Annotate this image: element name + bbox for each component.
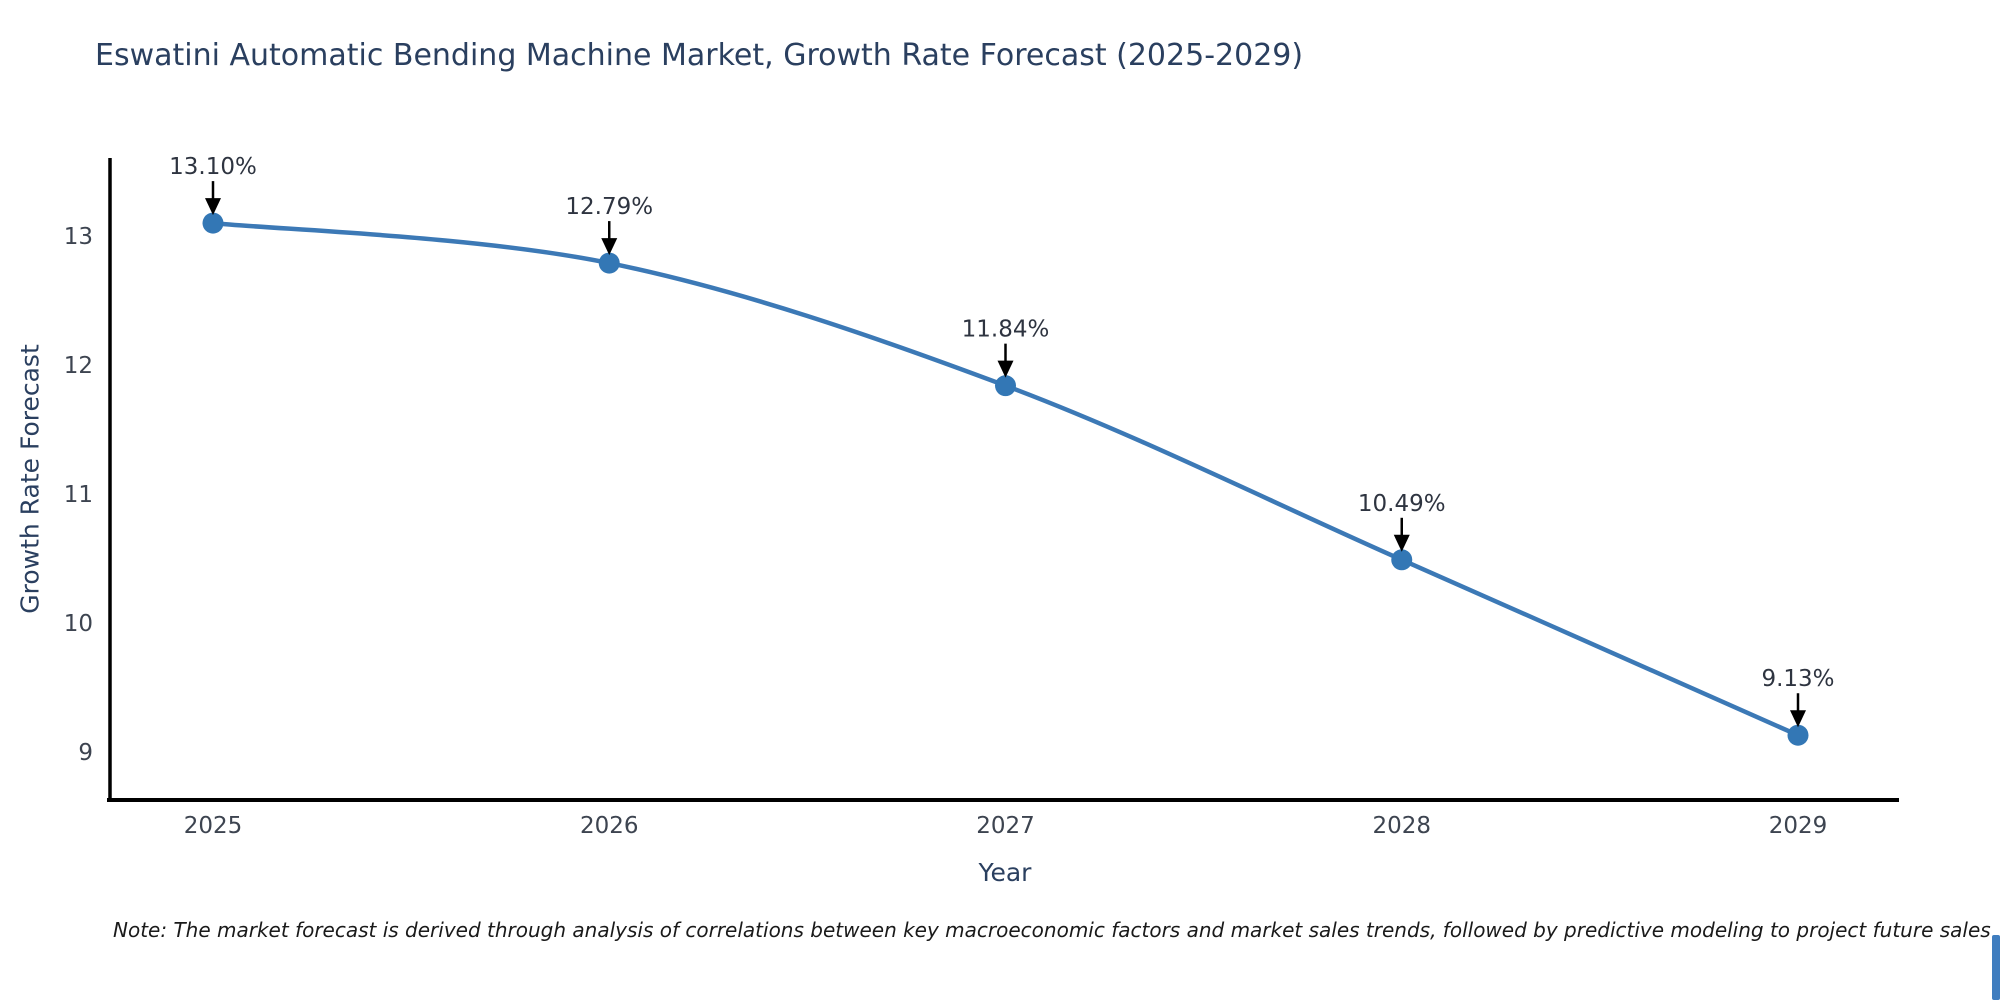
y-tick-label: 10 [64, 611, 93, 637]
y-tick-label: 9 [78, 740, 93, 766]
annotation-arrow-head [205, 198, 221, 216]
annotation-label: 12.79% [565, 194, 653, 220]
data-point-marker[interactable] [1391, 549, 1413, 571]
y-tick-label: 11 [64, 482, 93, 508]
data-point-marker[interactable] [598, 252, 620, 274]
annotation-arrow-head [1393, 534, 1410, 552]
data-point-marker[interactable] [202, 212, 224, 234]
annotation-label: 9.13% [1761, 666, 1834, 692]
x-tick-label: 2028 [1372, 813, 1431, 839]
x-axis-title: Year [978, 858, 1032, 887]
annotation-arrow-head [601, 238, 618, 256]
x-tick-label: 2029 [1769, 813, 1828, 839]
data-point-marker[interactable] [995, 375, 1016, 397]
annotation-arrow-head [1790, 710, 1806, 728]
chart-title: Eswatini Automatic Bending Machine Marke… [95, 38, 1304, 73]
annotation-label: 11.84% [962, 317, 1050, 343]
y-tick-label: 12 [64, 353, 93, 379]
x-tick-label: 2025 [184, 813, 243, 839]
annotation-label: 10.49% [1358, 491, 1446, 517]
y-tick-label: 13 [64, 224, 93, 250]
x-tick-label: 2027 [976, 813, 1035, 839]
x-tick-label: 2026 [580, 813, 639, 839]
annotation-label: 13.10% [169, 154, 257, 180]
scrollbar-thumb[interactable] [1992, 935, 2000, 1000]
y-axis-title: Growth Rate Forecast [15, 344, 45, 614]
annotation-arrow-head [997, 360, 1014, 378]
data-point-marker[interactable] [1787, 724, 1809, 746]
footnote: Note: The market forecast is derived thr… [113, 918, 1991, 942]
trend-line [210, 220, 1801, 738]
